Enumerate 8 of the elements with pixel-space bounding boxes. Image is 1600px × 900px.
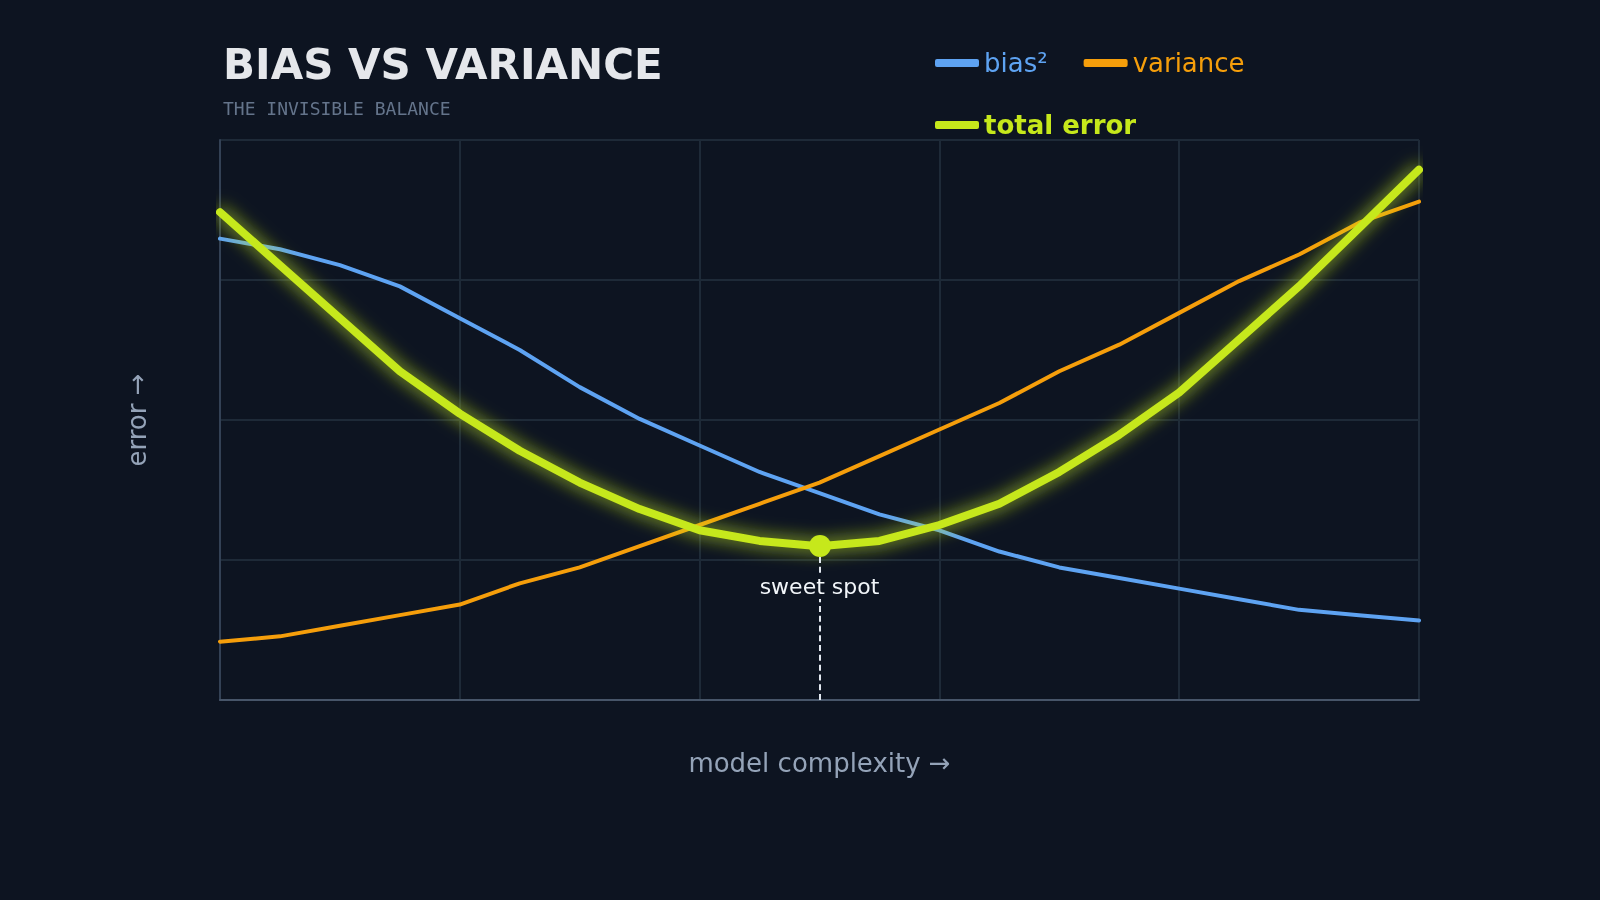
legend-label: variance: [1132, 48, 1245, 78]
x-axis-title: model complexity →: [688, 748, 951, 778]
chart-title: BIAS VS VARIANCE: [223, 39, 663, 89]
legend-label: bias²: [984, 48, 1048, 78]
y-axis-title: error →: [122, 373, 152, 467]
chart-subtitle: THE INVISIBLE BALANCE: [223, 97, 451, 119]
legend-label: total error: [984, 110, 1137, 140]
annotation: sweet spot: [755, 574, 884, 600]
